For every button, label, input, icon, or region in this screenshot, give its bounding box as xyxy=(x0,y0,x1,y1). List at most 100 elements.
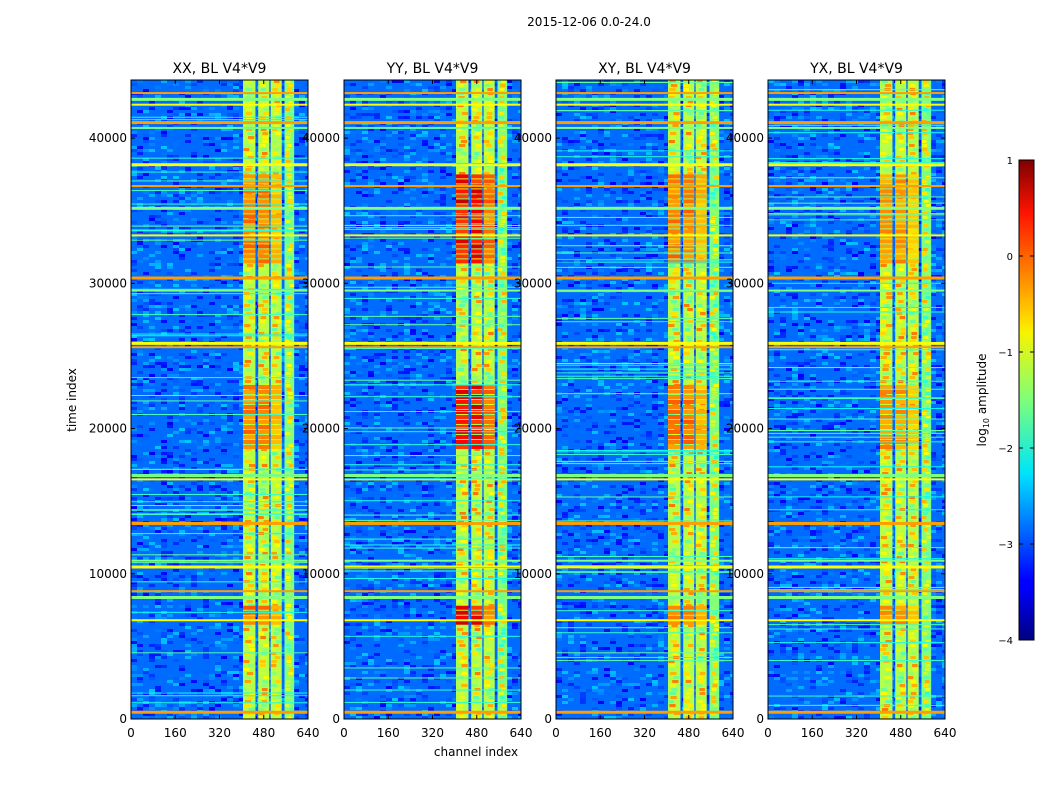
heatmap-cell xyxy=(380,353,386,356)
band-texture xyxy=(262,160,269,163)
heatmap-cell xyxy=(404,365,410,368)
band-texture xyxy=(288,392,293,395)
heatmap-cell xyxy=(281,320,287,323)
band-texture xyxy=(285,632,290,635)
heatmap-cell xyxy=(293,494,299,497)
heatmap-cell xyxy=(281,170,287,173)
heatmap-cell xyxy=(440,578,446,581)
heatmap-cell xyxy=(281,356,287,359)
heatmap-cell xyxy=(239,209,245,212)
heatmap-cell xyxy=(173,245,179,248)
heatmap-cell xyxy=(392,455,398,458)
heatmap-cell xyxy=(209,539,215,542)
heatmap-cell xyxy=(506,509,512,512)
heatmap-cell xyxy=(179,101,185,104)
thin-row xyxy=(131,171,308,173)
band-texture xyxy=(285,412,291,415)
heatmap-cell xyxy=(350,236,356,239)
heatmap-cell xyxy=(356,125,362,128)
heatmap-cell xyxy=(233,518,239,521)
heatmap-cell xyxy=(422,494,428,497)
heatmap-cell xyxy=(179,230,185,233)
heatmap-cell xyxy=(380,485,386,488)
heatmap-cell xyxy=(233,398,239,401)
heatmap-cell xyxy=(344,479,350,482)
heatmap-cell xyxy=(149,713,155,716)
heatmap-cell xyxy=(203,650,209,653)
heatmap-cell xyxy=(281,140,287,143)
heatmap-cell xyxy=(137,656,143,659)
band-texture xyxy=(249,100,256,103)
heatmap-cell xyxy=(167,605,173,608)
heatmap-cell xyxy=(434,539,440,542)
heatmap-cell xyxy=(305,515,308,518)
heatmap-cell xyxy=(356,500,362,503)
heatmap-cell xyxy=(173,386,179,389)
heatmap-cell xyxy=(428,392,434,395)
heatmap-cell xyxy=(137,197,143,200)
heatmap-cell xyxy=(137,425,143,428)
heatmap-cell xyxy=(398,470,404,473)
heatmap-cell xyxy=(452,134,458,137)
heatmap-cell xyxy=(452,440,458,443)
heatmap-cell xyxy=(131,668,137,671)
band-texture xyxy=(287,296,293,299)
heatmap-cell xyxy=(149,89,155,92)
heatmap-cell xyxy=(428,257,434,260)
heatmap-cell xyxy=(428,515,434,518)
heatmap-cell xyxy=(368,569,374,572)
heatmap-cell xyxy=(209,113,215,116)
heatmap-cell xyxy=(416,578,422,581)
heatmap-cell xyxy=(293,398,299,401)
band-texture xyxy=(275,668,282,671)
heatmap-cell xyxy=(362,236,368,239)
band-texture xyxy=(262,312,268,315)
heatmap-cell xyxy=(368,413,374,416)
band-texture xyxy=(288,484,294,487)
heatmap-cell xyxy=(233,89,239,92)
heatmap-cell xyxy=(506,95,512,98)
heatmap-cell xyxy=(191,557,197,560)
band-texture xyxy=(247,352,254,355)
heatmap-cell xyxy=(416,302,422,305)
heatmap-cell xyxy=(173,308,179,311)
heatmap-cell xyxy=(179,662,185,665)
heatmap-cell xyxy=(131,119,137,122)
band-texture xyxy=(260,668,266,671)
heatmap-cell xyxy=(506,515,512,518)
heatmap-cell xyxy=(197,641,203,644)
rfi-block-cell xyxy=(270,214,282,219)
heatmap-cell xyxy=(293,275,299,278)
heatmap-cell xyxy=(173,497,179,500)
heatmap-cell xyxy=(143,158,149,161)
heatmap-cell xyxy=(197,704,203,707)
heatmap-cell xyxy=(137,683,143,686)
band-texture xyxy=(247,480,255,483)
heatmap-cell xyxy=(518,563,521,566)
heatmap-cell xyxy=(305,440,308,443)
heatmap-cell xyxy=(227,686,233,689)
heatmap-cell xyxy=(191,344,197,347)
heatmap-cell xyxy=(494,284,500,287)
heatmap-cell xyxy=(404,146,410,149)
heatmap-cell xyxy=(161,578,167,581)
heatmap-cell xyxy=(404,158,410,161)
heatmap-cell xyxy=(179,188,185,191)
heatmap-cell xyxy=(155,227,161,230)
heatmap-cell xyxy=(185,659,191,662)
heatmap-cell xyxy=(305,302,308,305)
heatmap-cell xyxy=(197,80,203,83)
heatmap-cell xyxy=(386,149,392,152)
heatmap-cell xyxy=(404,416,410,419)
heatmap-cell xyxy=(512,317,518,320)
heatmap-cell xyxy=(221,263,227,266)
heatmap-cell xyxy=(350,518,356,521)
heatmap-cell xyxy=(380,158,386,161)
heatmap-cell xyxy=(305,593,308,596)
heatmap-cell xyxy=(398,371,404,374)
heatmap-cell xyxy=(173,83,179,86)
heatmap-cell xyxy=(143,605,149,608)
heatmap-cell xyxy=(143,536,149,539)
heatmap-cell xyxy=(368,218,374,221)
heatmap-cell xyxy=(155,704,161,707)
